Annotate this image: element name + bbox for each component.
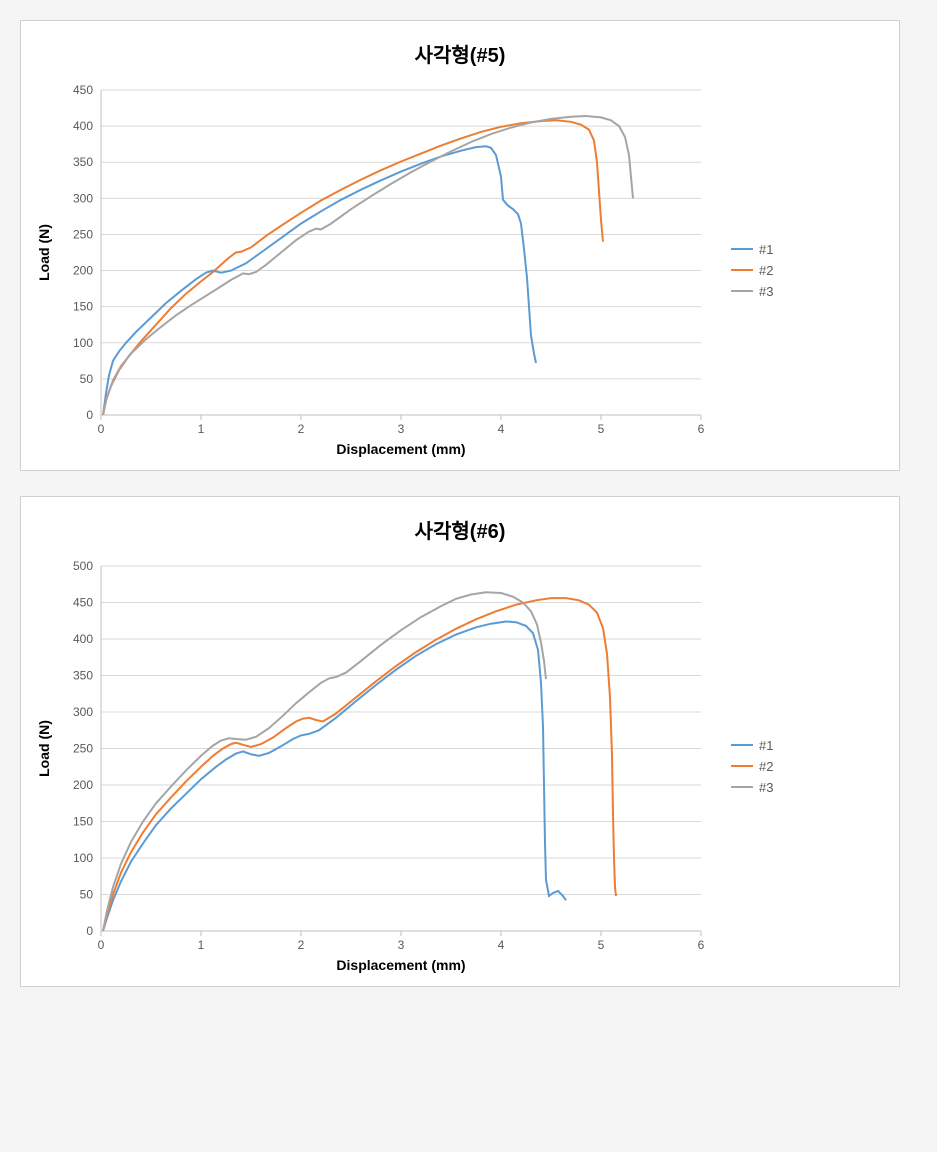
y-tick-label: 200: [73, 778, 93, 792]
y-tick-label: 0: [86, 924, 93, 938]
x-tick-label: 5: [598, 422, 605, 436]
x-tick-label: 6: [698, 938, 705, 952]
x-tick-label: 3: [398, 938, 405, 952]
x-tick-label: 4: [498, 422, 505, 436]
y-tick-label: 100: [73, 336, 93, 350]
chart-panel: 사각형(#5) 0 50 100 150 200 250 300 350 400 450 0 1 2 3 4 5…: [20, 20, 900, 471]
x-axis-label: Displacement (mm): [336, 957, 465, 973]
chart-title: 사각형(#6): [31, 515, 889, 544]
x-tick-label: 1: [198, 938, 205, 952]
legend-item: #2: [731, 263, 773, 278]
x-tick-label: 2: [298, 938, 305, 952]
x-tick-label: 4: [498, 938, 505, 952]
chart-panel: 사각형(#6) 0 50 100 150 200 250 300 350 400 450 500 0 1 2…: [20, 496, 900, 987]
legend-label: #2: [759, 263, 773, 278]
legend-swatch: [731, 248, 753, 250]
y-tick-label: 250: [73, 227, 93, 241]
y-tick-label: 450: [73, 596, 93, 610]
chart-title: 사각형(#5): [31, 39, 889, 68]
legend-label: #3: [759, 284, 773, 299]
legend-label: #3: [759, 780, 773, 795]
x-tick-label: 0: [98, 938, 105, 952]
legend-swatch: [731, 744, 753, 746]
y-tick-label: 100: [73, 851, 93, 865]
y-tick-label: 250: [73, 742, 93, 756]
x-tick-label: 3: [398, 422, 405, 436]
legend-item: #2: [731, 759, 773, 774]
x-axis-label: Displacement (mm): [336, 441, 465, 457]
legend-swatch: [731, 290, 753, 292]
y-tick-label: 150: [73, 300, 93, 314]
x-tick-label: 5: [598, 938, 605, 952]
legend-label: #1: [759, 738, 773, 753]
legend-item: #1: [731, 242, 773, 257]
y-tick-label: 500: [73, 559, 93, 573]
legend-swatch: [731, 786, 753, 788]
y-tick-label: 50: [80, 372, 94, 386]
chart-svg: 0 50 100 150 200 250 300 350 400 450 0 1 2 3 4 5 6 Displa…: [31, 80, 711, 460]
legend-swatch: [731, 269, 753, 271]
y-tick-label: 450: [73, 83, 93, 97]
y-tick-label: 0: [86, 408, 93, 422]
y-tick-label: 300: [73, 705, 93, 719]
legend-item: #3: [731, 284, 773, 299]
y-tick-label: 350: [73, 155, 93, 169]
y-tick-label: 350: [73, 669, 93, 683]
y-tick-label: 400: [73, 632, 93, 646]
x-tick-label: 2: [298, 422, 305, 436]
plot-area: 0 50 100 150 200 250 300 350 400 450 500 0 1 2 3 4 5 6 Dis…: [31, 556, 711, 976]
chart-svg: 0 50 100 150 200 250 300 350 400 450 500 0 1 2 3 4 5 6 Dis…: [31, 556, 711, 976]
legend: #1 #2 #3: [731, 732, 773, 801]
y-axis-label: Load (N): [36, 720, 52, 777]
y-tick-label: 50: [80, 888, 94, 902]
legend: #1 #2 #3: [731, 236, 773, 305]
legend-item: #3: [731, 780, 773, 795]
y-tick-label: 300: [73, 191, 93, 205]
x-tick-label: 1: [198, 422, 205, 436]
y-tick-label: 150: [73, 815, 93, 829]
legend-item: #1: [731, 738, 773, 753]
chart-body: 0 50 100 150 200 250 300 350 400 450 500 0 1 2 3 4 5 6 Dis…: [31, 556, 889, 976]
plot-area: 0 50 100 150 200 250 300 350 400 450 0 1 2 3 4 5 6 Displa…: [31, 80, 711, 460]
y-tick-label: 400: [73, 119, 93, 133]
chart-body: 0 50 100 150 200 250 300 350 400 450 0 1 2 3 4 5 6 Displa…: [31, 80, 889, 460]
x-tick-label: 0: [98, 422, 105, 436]
x-tick-label: 6: [698, 422, 705, 436]
y-tick-label: 200: [73, 264, 93, 278]
legend-label: #1: [759, 242, 773, 257]
legend-swatch: [731, 765, 753, 767]
y-axis-label: Load (N): [36, 224, 52, 281]
legend-label: #2: [759, 759, 773, 774]
